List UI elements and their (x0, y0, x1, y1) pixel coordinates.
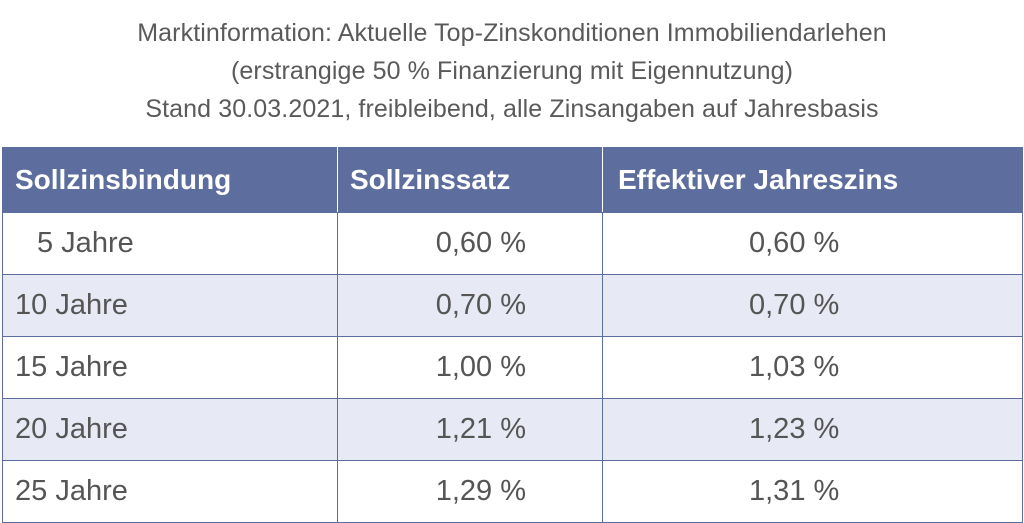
table-row: 20 Jahre 1,21 % 1,23 % (2, 398, 1023, 461)
interest-rate-table: Sollzinsbindung Sollzinssatz Effektiver … (2, 147, 1023, 523)
table-row: 25 Jahre 1,29 % 1,31 % (2, 460, 1023, 523)
column-header-sollzinsbindung: Sollzinsbindung (2, 147, 338, 213)
table-header-row: Sollzinsbindung Sollzinssatz Effektiver … (2, 147, 1023, 213)
effektiv-cell: 1,23 % (602, 398, 1023, 461)
sollzins-cell: 1,21 % (337, 398, 603, 461)
term-cell: 25 Jahre (2, 460, 338, 523)
table-row: 15 Jahre 1,00 % 1,03 % (2, 336, 1023, 399)
sollzins-cell: 1,00 % (337, 336, 603, 399)
header-title: Marktinformation: Aktuelle Top-Zinskondi… (137, 19, 887, 47)
effektiv-cell: 0,60 % (602, 212, 1023, 275)
term-cell: 10 Jahre (2, 274, 338, 337)
header-date-note: Stand 30.03.2021, freibleibend, alle Zin… (145, 95, 879, 123)
effektiv-cell: 1,31 % (602, 460, 1023, 523)
column-header-sollzinssatz: Sollzinssatz (337, 147, 603, 213)
effektiv-cell: 1,03 % (602, 336, 1023, 399)
term-cell: 20 Jahre (2, 398, 338, 461)
header-subtitle: (erstrangige 50 % Finanzierung mit Eigen… (230, 57, 794, 85)
sollzins-cell: 1,29 % (337, 460, 603, 523)
column-header-effektiver-jahreszins: Effektiver Jahreszins (602, 147, 1023, 213)
table-row: 5 Jahre 0,60 % 0,60 % (2, 212, 1023, 275)
term-cell: 15 Jahre (2, 336, 338, 399)
sollzins-cell: 0,70 % (337, 274, 603, 337)
term-cell: 5 Jahre (2, 212, 338, 275)
market-info-header: Marktinformation: Aktuelle Top-Zinskondi… (0, 14, 1024, 128)
effektiv-cell: 0,70 % (602, 274, 1023, 337)
sollzins-cell: 0,60 % (337, 212, 603, 275)
table-row: 10 Jahre 0,70 % 0,70 % (2, 274, 1023, 337)
